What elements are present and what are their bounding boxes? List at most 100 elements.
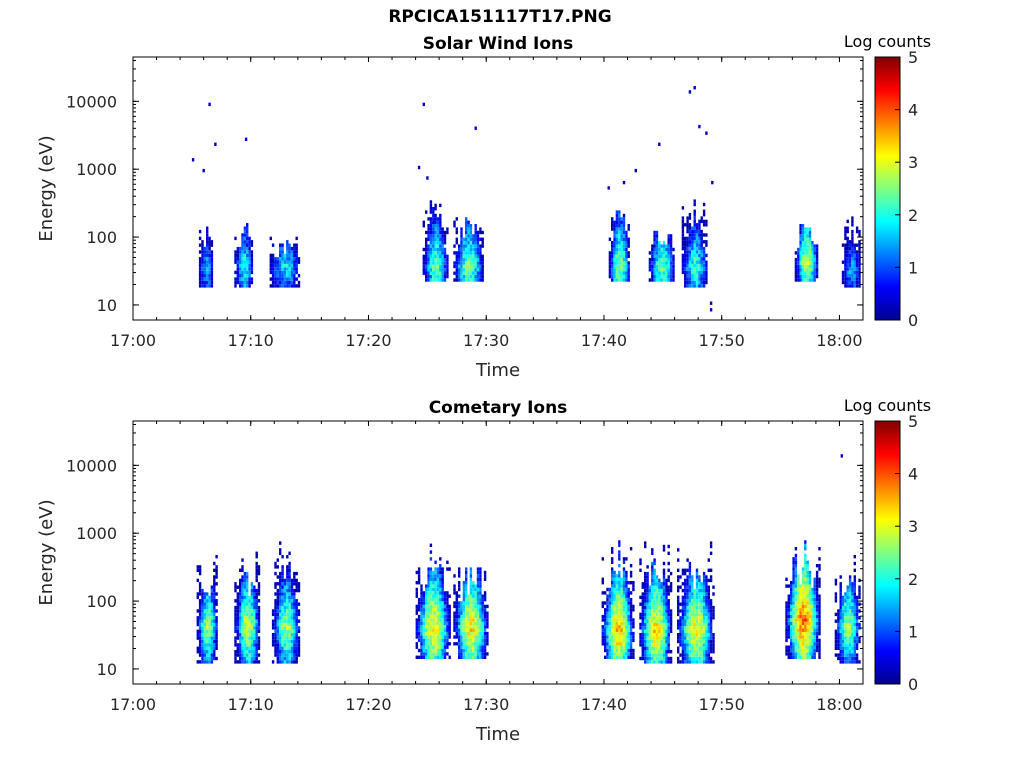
heatmap-cell	[288, 595, 291, 600]
heatmap-cell	[206, 605, 209, 610]
heatmap-cell	[255, 622, 258, 627]
heatmap-cell	[841, 639, 845, 644]
heatmap-cell	[604, 621, 607, 626]
heatmap-cell	[236, 595, 239, 600]
heatmap-cell	[620, 257, 623, 262]
heatmap-cell	[432, 655, 435, 659]
heatmap-cell	[677, 548, 680, 552]
heatmap-cell	[627, 611, 630, 615]
heatmap-cell	[241, 280, 244, 285]
heatmap-cell	[702, 578, 706, 583]
heatmap-cell	[806, 247, 809, 252]
heatmap-cell	[248, 284, 251, 288]
heatmap-cell	[655, 595, 659, 600]
heatmap-cell	[669, 650, 673, 654]
heatmap-cell	[474, 257, 477, 262]
heatmap-cell	[248, 277, 251, 281]
heatmap-cell	[293, 284, 296, 288]
heatmap-cell	[255, 636, 258, 640]
heatmap-cell	[460, 638, 463, 643]
heatmap-cell	[691, 280, 694, 285]
heatmap-cell	[625, 648, 628, 653]
heatmap-cell	[618, 628, 621, 632]
heatmap-cell	[429, 264, 433, 269]
heatmap-cell	[439, 638, 442, 643]
heatmap-cell	[213, 582, 216, 586]
heatmap-cell	[679, 575, 682, 579]
heatmap-cell	[611, 584, 614, 588]
heatmap-cell	[651, 626, 654, 630]
heatmap-cell	[818, 625, 821, 629]
heatmap-cell	[848, 629, 852, 633]
heatmap-cell	[422, 271, 425, 275]
heatmap-cell	[815, 591, 819, 595]
heatmap-cell	[436, 227, 440, 231]
heatmap-cell	[844, 622, 847, 627]
heatmap-cell	[790, 655, 793, 659]
heatmap-cell	[203, 626, 206, 630]
heatmap-cell	[474, 237, 477, 241]
heatmap-cell	[604, 625, 607, 629]
heatmap-cell	[846, 253, 849, 258]
heatmap-cell	[665, 264, 668, 269]
heatmap-cell	[427, 608, 430, 612]
heatmap-cell	[257, 568, 261, 572]
heatmap-cell	[476, 251, 480, 255]
heatmap-cell	[851, 284, 854, 288]
heatmap-cell	[283, 656, 287, 661]
heatmap-cell	[665, 619, 668, 623]
heatmap-cell	[792, 594, 795, 598]
heatmap-cell	[667, 568, 670, 572]
heatmap-cell	[618, 227, 621, 231]
heatmap-cell	[198, 633, 202, 637]
heatmap-cell	[196, 660, 199, 664]
heatmap-cell	[787, 611, 790, 615]
heatmap-cell	[458, 601, 461, 605]
heatmap-cell	[848, 656, 852, 661]
heatmap-cell	[257, 612, 261, 617]
heatmap-cell	[712, 643, 715, 647]
heatmap-cell	[667, 274, 670, 279]
heatmap-cell	[288, 626, 291, 630]
heatmap-cell	[801, 614, 805, 619]
heatmap-cell	[234, 284, 237, 288]
heatmap-cell	[257, 619, 261, 623]
heatmap-cell	[276, 565, 279, 569]
heatmap-cell	[665, 247, 668, 252]
heatmap-cell	[234, 643, 237, 647]
heatmap-cell	[422, 247, 425, 252]
heatmap-cell	[604, 608, 607, 612]
heatmap-cell	[236, 626, 239, 630]
heatmap-cell	[665, 612, 668, 617]
heatmap-cell	[667, 264, 670, 269]
heatmap-cell	[693, 216, 696, 220]
heatmap-cell	[467, 611, 470, 615]
x-tick-label: 17:30	[463, 331, 509, 350]
heatmap-cell	[855, 605, 859, 610]
heatmap-cell	[686, 280, 689, 285]
heatmap-cell	[662, 244, 666, 248]
heatmap-cell	[691, 270, 694, 275]
heatmap-cell	[681, 616, 685, 620]
heatmap-cell	[250, 253, 254, 258]
heatmap-cell	[658, 643, 661, 647]
heatmap-cell	[448, 618, 451, 622]
heatmap-cell	[808, 584, 812, 588]
heatmap-cell	[290, 257, 294, 261]
heatmap-cell	[700, 263, 703, 268]
heatmap-cell	[662, 261, 666, 265]
heatmap-cell	[799, 642, 802, 646]
heatmap-cell	[455, 251, 458, 255]
heatmap-cell	[429, 247, 433, 252]
heatmap-cell	[808, 581, 812, 585]
heatmap-cell	[801, 628, 805, 632]
heatmap-cell	[797, 268, 800, 272]
heatmap-cell	[625, 271, 628, 275]
heatmap-cell	[446, 645, 449, 649]
heatmap-cell	[627, 655, 630, 659]
heatmap-cell	[241, 284, 244, 288]
heatmap-cell	[662, 271, 666, 275]
heatmap-cell	[813, 577, 816, 581]
heatmap-cell	[453, 251, 456, 255]
heatmap-cell	[257, 626, 261, 630]
